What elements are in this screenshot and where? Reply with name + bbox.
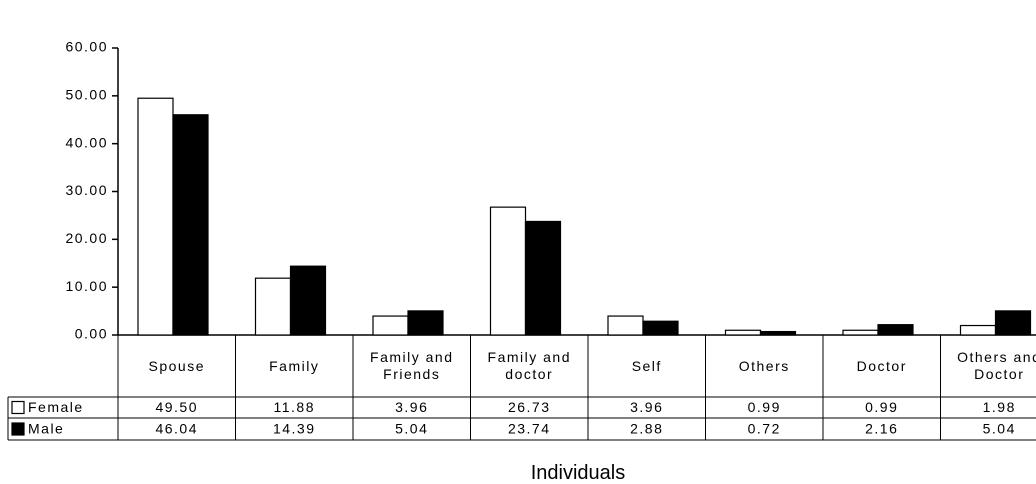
bar [959, 324, 997, 336]
table-value: 3.96 [630, 399, 663, 415]
table-value: 46.04 [155, 421, 198, 437]
y-tick-label: 0.00 [75, 326, 108, 342]
table-value: 1.98 [983, 399, 1016, 415]
x-tick-label: Family and doctor [487, 349, 571, 382]
bar [877, 324, 914, 336]
y-tick-label: 20.00 [65, 230, 108, 246]
table-value: 2.88 [630, 421, 663, 437]
legend-label: Male [28, 421, 64, 437]
table-value: 0.99 [865, 399, 898, 415]
table-value: 23.74 [508, 421, 551, 437]
y-tick-label: 60.00 [65, 39, 108, 55]
bar [407, 310, 444, 336]
bar [372, 315, 409, 336]
table-value: 11.88 [274, 399, 316, 415]
table-value: 14.39 [273, 421, 316, 437]
y-tick-label: 50.00 [65, 87, 108, 103]
bar [289, 265, 327, 336]
legend-swatch [11, 422, 25, 436]
bar [137, 97, 174, 336]
bar [172, 114, 209, 336]
table-value: 5.04 [983, 421, 1016, 437]
y-tick-label: 10.00 [65, 278, 108, 294]
table-value: 49.50 [155, 399, 198, 415]
table-value: 26.73 [508, 399, 551, 415]
table-value: 2.16 [865, 421, 898, 437]
bar [254, 277, 292, 336]
x-tick-label: Family [269, 357, 320, 374]
bar [489, 206, 527, 336]
legend-label: Female [28, 399, 84, 415]
x-tick-label: Doctor [856, 357, 907, 374]
y-tick-label: 40.00 [65, 134, 108, 150]
table-value: 0.72 [748, 421, 781, 437]
x-tick-label: Others and Doctor [957, 349, 1036, 382]
bar [994, 310, 1032, 336]
legend-swatch [11, 400, 25, 415]
bar [524, 220, 562, 336]
x-tick-label: Family and Friends [370, 349, 454, 382]
x-tick-label: Self [631, 357, 662, 374]
x-tick-label: Spouse [148, 357, 205, 374]
table-value: 3.96 [395, 399, 428, 415]
x-tick-label: Others [738, 357, 790, 374]
x-axis-title: Individuals [530, 462, 626, 484]
table-value: 0.99 [748, 399, 781, 415]
bar [607, 315, 644, 336]
bar [642, 320, 679, 336]
table-value: 5.04 [395, 421, 428, 437]
bar [759, 330, 797, 336]
y-tick-label: 30.00 [65, 182, 108, 198]
